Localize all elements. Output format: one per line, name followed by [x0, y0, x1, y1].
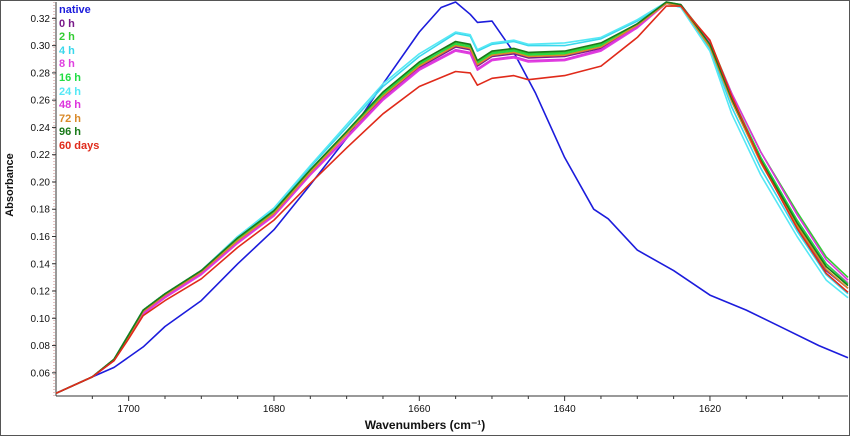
legend-entry: 24 h — [59, 85, 82, 98]
series-line-8-h — [55, 2, 849, 395]
series-line-16-h — [55, 2, 849, 395]
y-tick-label: 0.28 — [31, 68, 51, 79]
series-line-72-h — [55, 2, 849, 395]
y-tick-label: 0.22 — [31, 150, 51, 161]
y-tick-label: 0.06 — [31, 368, 51, 379]
x-tick-label: 1660 — [408, 404, 431, 415]
series-line-2-h — [55, 1, 849, 395]
y-tick-label: 0.30 — [31, 41, 51, 52]
y-tick-label: 0.24 — [31, 123, 51, 134]
y-axis-label: Absorbance — [4, 153, 16, 217]
legend-entry: 8 h — [59, 58, 75, 71]
legend-entry: 0 h — [59, 17, 75, 30]
legend-entry: 48 h — [59, 99, 82, 112]
series-line-0-h — [55, 2, 849, 395]
legend-entry: 96 h — [59, 126, 82, 139]
legend-entry: 60 days — [59, 139, 100, 152]
legend-entry: 4 h — [59, 44, 75, 57]
y-axis-label-wrap: Absorbance — [2, 70, 18, 300]
y-tick-label: 0.12 — [31, 287, 51, 298]
x-tick-label: 1680 — [263, 404, 286, 415]
series-line-4-h — [55, 2, 849, 395]
x-axis-label: Wavenumbers (cm⁻¹) — [364, 418, 486, 432]
x-tick-label: 1640 — [553, 404, 576, 415]
y-tick-label: 0.10 — [31, 314, 51, 325]
legend-entry: native — [59, 4, 91, 16]
x-tick-label: 1700 — [118, 404, 141, 415]
y-tick-label: 0.18 — [31, 205, 51, 216]
series-line-24-h — [55, 1, 849, 395]
y-tick-label: 0.20 — [31, 177, 51, 188]
y-tick-label: 0.08 — [31, 341, 51, 352]
legend-entry: 16 h — [59, 71, 82, 84]
y-tick-label: 0.16 — [31, 232, 51, 243]
x-tick-label: 1620 — [699, 404, 722, 415]
series-line-native — [55, 1, 849, 395]
y-tick-label: 0.14 — [31, 259, 51, 270]
series-line-96-h — [55, 1, 849, 395]
series-line-60-days — [55, 5, 849, 395]
y-tick-label: 0.26 — [31, 96, 51, 107]
y-tick-label: 0.32 — [31, 14, 51, 25]
legend-entry: 2 h — [59, 31, 75, 44]
legend-entry: 72 h — [59, 112, 82, 125]
series-line-48-h — [55, 2, 849, 395]
